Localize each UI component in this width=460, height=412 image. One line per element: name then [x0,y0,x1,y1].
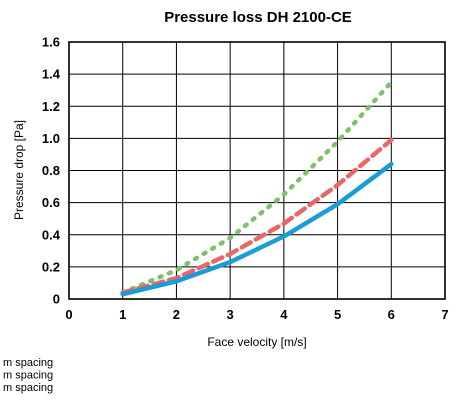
legend-entry: m spacing [3,357,53,369]
y-axis-label: Pressure drop [Pa] [12,120,26,220]
legend-entry: m spacing [3,370,53,382]
x-tick-label: 1 [119,307,126,322]
y-tick-label: 0.4 [42,227,61,242]
y-tick-label: 0.2 [42,259,60,274]
x-tick-label: 6 [388,307,395,322]
y-tick-label: 1.0 [42,131,60,146]
x-axis-label: Face velocity [m/s] [207,335,306,349]
series-line-dotted [120,79,394,295]
series-layer [120,79,394,297]
y-tick-label: 1.6 [42,35,60,50]
grid [68,41,446,300]
legend-entry: m spacing [3,382,53,394]
series-line-solid [120,161,394,297]
x-tick-labels: 0 1 2 3 4 5 6 7 [65,307,448,322]
x-tick-label: 0 [65,307,72,322]
series-line-dashed [120,137,394,295]
x-tick-label: 3 [227,307,234,322]
y-tick-label: 0.6 [42,195,60,210]
y-tick-label: 1.4 [42,67,61,82]
x-tick-label: 5 [334,307,341,322]
y-tick-label: 0.8 [42,163,60,178]
x-tick-label: 4 [280,307,288,322]
plot-frame [68,41,446,300]
y-tick-label: 0 [53,292,60,307]
chart-title: Pressure loss DH 2100-CE [164,9,352,26]
x-tick-label: 7 [441,307,448,322]
y-tick-label: 1.2 [42,99,60,114]
x-tick-label: 2 [173,307,180,322]
y-tick-labels: 0 0.2 0.4 0.6 0.8 1.0 1.2 1.4 1.6 [42,35,61,307]
